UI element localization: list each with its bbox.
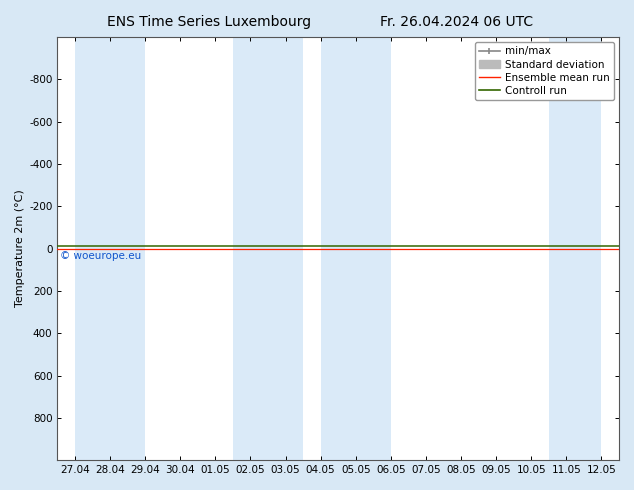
Bar xyxy=(268,37,303,460)
Bar xyxy=(321,37,356,460)
Bar xyxy=(75,37,110,460)
Bar xyxy=(233,37,268,460)
Bar xyxy=(549,37,602,460)
Text: © woeurope.eu: © woeurope.eu xyxy=(60,251,141,261)
Y-axis label: Temperature 2m (°C): Temperature 2m (°C) xyxy=(15,190,25,307)
Legend: min/max, Standard deviation, Ensemble mean run, Controll run: min/max, Standard deviation, Ensemble me… xyxy=(475,42,614,100)
Bar xyxy=(110,37,145,460)
Text: ENS Time Series Luxembourg: ENS Time Series Luxembourg xyxy=(107,15,311,29)
Bar xyxy=(356,37,391,460)
Text: Fr. 26.04.2024 06 UTC: Fr. 26.04.2024 06 UTC xyxy=(380,15,533,29)
